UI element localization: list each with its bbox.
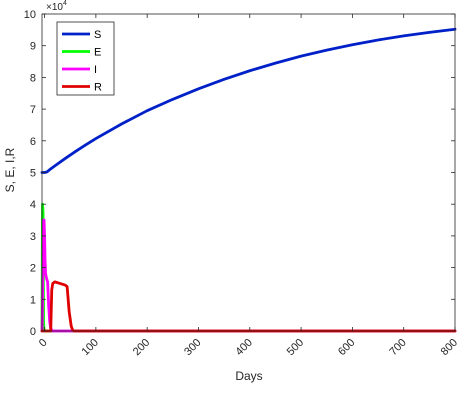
y-tick-label: 10 [24, 9, 36, 21]
series-line-r [40, 280, 457, 333]
ticks-layer [42, 13, 456, 332]
y-tick-labels: 0 1 2 3 4 5 6 7 8 9 10 [24, 9, 36, 338]
x-axis-label: Days [235, 369, 262, 383]
y-tick-label: 8 [30, 72, 36, 84]
y-tick-label: 1 [30, 294, 36, 306]
legend-label-i: I [94, 64, 97, 76]
legend-label-s: S [94, 29, 101, 41]
y-tick-label: 6 [30, 136, 36, 148]
y-exponent-base: ×10 [46, 2, 63, 13]
y-tick-label: 3 [30, 231, 36, 243]
y-tick-label: 5 [30, 168, 36, 180]
y-exponent-power: 4 [63, 0, 67, 7]
legend-label-r: R [94, 82, 102, 94]
y-tick-label: 0 [30, 326, 36, 338]
y-tick-label: 7 [30, 104, 36, 116]
y-exponent-label: ×104 [46, 0, 67, 13]
series-line-s [40, 27, 457, 174]
y-tick-label: 4 [30, 199, 36, 211]
y-tick-label: 2 [30, 263, 36, 275]
y-tick-label: 9 [30, 41, 36, 53]
legend-label-e: E [94, 47, 101, 59]
y-axis-label: S, E, I,R [3, 147, 17, 192]
